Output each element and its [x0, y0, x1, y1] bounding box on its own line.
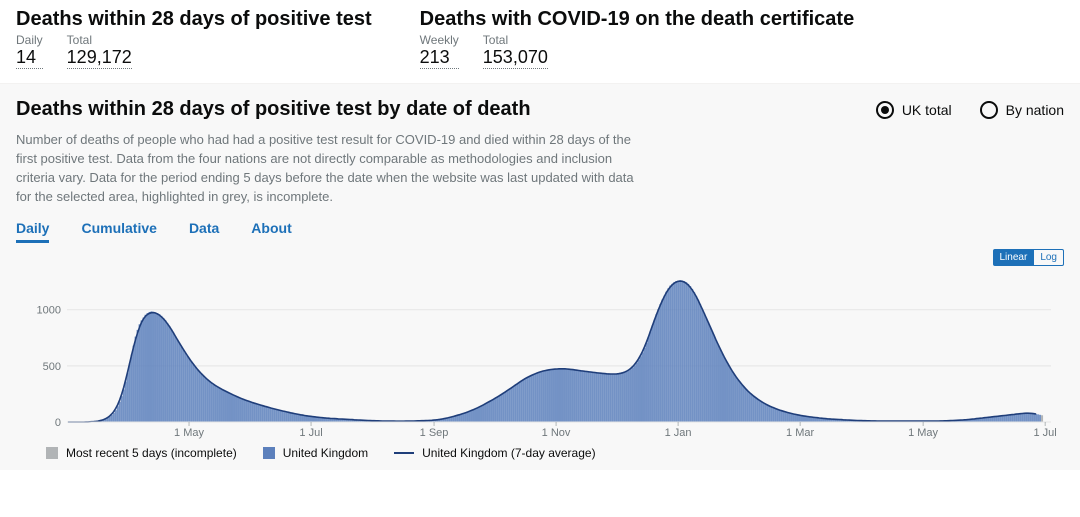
- svg-text:0: 0: [55, 417, 61, 429]
- stat-value[interactable]: 14: [16, 47, 43, 69]
- radio-icon: [980, 101, 998, 119]
- stat-block-28day: Deaths within 28 days of positive test D…: [16, 8, 372, 69]
- swatch-icon: [394, 452, 414, 454]
- stat-value[interactable]: 129,172: [67, 47, 132, 69]
- deaths-chart: 0 500 1000 1 May 1 Jul 1 Sep 1 Nov 1 Jan 1 Mar 1 …: [16, 270, 1064, 440]
- svg-text:1 Nov: 1 Nov: [542, 427, 571, 439]
- stat-block-cert: Deaths with COVID-19 on the death certif…: [420, 8, 855, 69]
- radio-icon: [876, 101, 894, 119]
- stat-label: Daily: [16, 33, 43, 47]
- svg-text:1 Jan: 1 Jan: [665, 427, 692, 439]
- legend-label: Most recent 5 days (incomplete): [66, 446, 237, 460]
- card-header: Deaths within 28 days of positive test b…: [16, 98, 1064, 121]
- chart-card: Deaths within 28 days of positive test b…: [0, 84, 1080, 470]
- stat-value[interactable]: 153,070: [483, 47, 548, 69]
- stat-title: Deaths with COVID-19 on the death certif…: [420, 8, 855, 31]
- scale-linear[interactable]: Linear: [993, 249, 1034, 266]
- legend-uk: United Kingdom: [263, 446, 368, 460]
- swatch-icon: [263, 447, 275, 459]
- stat-total: Total 153,070: [483, 33, 548, 69]
- tab-about[interactable]: About: [251, 220, 291, 243]
- radio-label: UK total: [902, 102, 952, 118]
- view-radio-group: UK total By nation: [876, 101, 1064, 119]
- svg-text:1 May: 1 May: [174, 427, 204, 439]
- legend-incomplete: Most recent 5 days (incomplete): [46, 446, 237, 460]
- stat-weekly: Weekly 213: [420, 33, 459, 69]
- stats-bar: Deaths within 28 days of positive test D…: [0, 0, 1080, 84]
- stat-total: Total 129,172: [67, 33, 132, 69]
- tab-cumulative[interactable]: Cumulative: [81, 220, 156, 243]
- radio-by-nation[interactable]: By nation: [980, 101, 1064, 119]
- chart-description: Number of deaths of people who had had a…: [16, 131, 636, 206]
- legend-label: United Kingdom: [283, 446, 368, 460]
- scale-log[interactable]: Log: [1033, 249, 1064, 266]
- stat-value[interactable]: 213: [420, 47, 459, 69]
- tab-daily[interactable]: Daily: [16, 220, 49, 243]
- stat-daily: Daily 14: [16, 33, 43, 69]
- stat-label: Total: [483, 33, 548, 47]
- svg-text:1 Jul: 1 Jul: [1033, 427, 1056, 439]
- stat-label: Total: [67, 33, 132, 47]
- swatch-icon: [46, 447, 58, 459]
- svg-text:500: 500: [43, 361, 61, 373]
- tab-data[interactable]: Data: [189, 220, 219, 243]
- radio-label: By nation: [1006, 102, 1064, 118]
- stat-label: Weekly: [420, 33, 459, 47]
- svg-text:1 Mar: 1 Mar: [786, 427, 814, 439]
- scale-toggle: LinearLog: [16, 249, 1064, 266]
- chart-legend: Most recent 5 days (incomplete) United K…: [16, 440, 1064, 460]
- radio-uk-total[interactable]: UK total: [876, 101, 952, 119]
- chart-tabs: Daily Cumulative Data About: [16, 220, 1064, 243]
- stat-title: Deaths within 28 days of positive test: [16, 8, 372, 31]
- svg-text:1000: 1000: [37, 305, 61, 317]
- legend-label: United Kingdom (7-day average): [422, 446, 595, 460]
- svg-text:1 Sep: 1 Sep: [420, 427, 449, 439]
- svg-text:1 May: 1 May: [908, 427, 938, 439]
- legend-uk-avg: United Kingdom (7-day average): [394, 446, 595, 460]
- chart-heading: Deaths within 28 days of positive test b…: [16, 98, 531, 121]
- svg-text:1 Jul: 1 Jul: [299, 427, 322, 439]
